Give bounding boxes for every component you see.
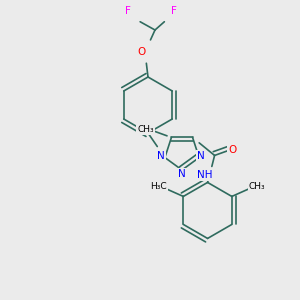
- Text: O: O: [229, 146, 237, 155]
- Text: CH₃: CH₃: [248, 182, 265, 191]
- Text: H₃C: H₃C: [150, 182, 166, 191]
- Text: F: F: [125, 6, 131, 16]
- Text: F: F: [171, 6, 177, 16]
- Text: N: N: [178, 169, 186, 179]
- Text: CH₃: CH₃: [137, 125, 154, 134]
- Text: N: N: [197, 151, 205, 160]
- Text: O: O: [138, 47, 146, 57]
- Text: NH: NH: [197, 170, 212, 180]
- Text: N: N: [157, 151, 165, 160]
